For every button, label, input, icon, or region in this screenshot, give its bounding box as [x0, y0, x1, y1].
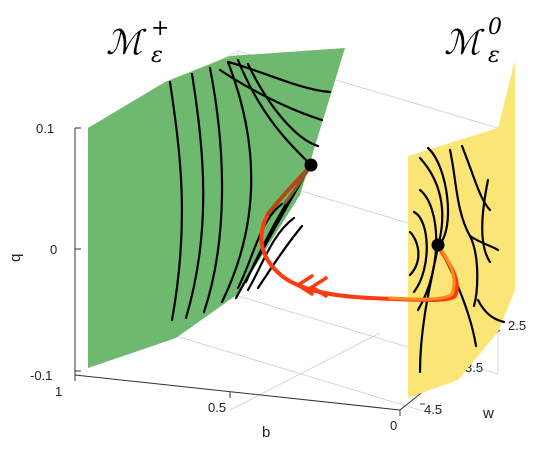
manifold-label-plus: ℳ + ε — [106, 16, 169, 68]
orbit-curve — [246, 216, 296, 292]
orbit-curve — [220, 60, 253, 304]
orbit-curve — [418, 156, 444, 248]
q-tick-label: -0.1 — [30, 368, 52, 383]
green-surface — [88, 48, 345, 368]
manifold-label-plus-base: ℳ — [106, 23, 147, 63]
b-axis-line — [74, 374, 401, 411]
trajectory-arrowhead — [294, 274, 314, 296]
orbit-curve — [426, 146, 450, 248]
b-tick-label: 1 — [55, 384, 62, 399]
orbit-curve — [184, 72, 205, 320]
trajectory-curve — [259, 212, 459, 302]
manifold-label-plus-sup: + — [151, 16, 169, 41]
green-surface-orbits — [168, 58, 332, 322]
q-axis-label: q — [7, 254, 24, 262]
w-axis-label: w — [482, 405, 494, 422]
orbit-curve — [226, 60, 332, 94]
orbit-curve — [218, 68, 324, 122]
gridline — [162, 331, 424, 412]
trajectory — [259, 163, 459, 302]
orbit-curve — [168, 80, 184, 322]
orbit-curve — [202, 66, 224, 314]
q-tick-label: 0.1 — [36, 121, 54, 136]
orbit-curve — [256, 224, 304, 290]
manifold-label-plus-sub: ε — [151, 43, 163, 68]
equilibrium-point — [431, 238, 445, 252]
orbit-curve — [236, 202, 284, 290]
manifold-label-zero: ℳ 0 ε — [444, 15, 502, 68]
orbit-curve — [460, 144, 492, 212]
trajectory-curve — [388, 246, 456, 301]
b-tick-label: 0.5 — [208, 400, 226, 415]
orbit-curve — [246, 62, 320, 148]
orbit-curve — [481, 178, 492, 264]
equilibrium-point — [304, 158, 318, 172]
orbit-curve — [476, 298, 506, 324]
orbit-curve — [412, 210, 428, 294]
w-tick-label: 2.5 — [508, 318, 526, 333]
orbit-curve — [408, 230, 420, 277]
b-tick-label: 0 — [390, 418, 397, 433]
orbit-curve — [468, 234, 500, 252]
b-axis-label: b — [262, 424, 270, 441]
orbit-curve — [236, 58, 313, 167]
trajectory-arrowhead — [308, 276, 328, 298]
w-tick-label: 4.5 — [424, 402, 442, 417]
manifold-label-zero-sup: 0 — [488, 15, 502, 40]
q-tick-label: 0 — [50, 242, 57, 257]
manifold-label-zero-sub: ε — [488, 43, 500, 68]
manifold-label-zero-base: ℳ — [444, 23, 485, 63]
gridline — [229, 332, 381, 411]
